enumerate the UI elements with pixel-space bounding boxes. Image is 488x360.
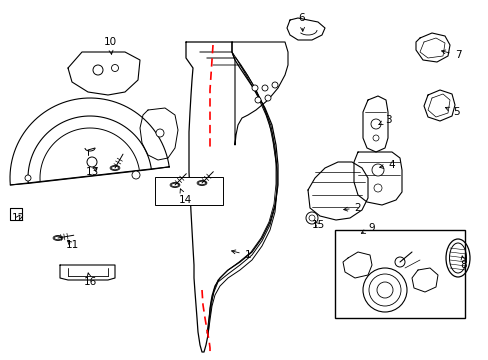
Polygon shape — [423, 90, 454, 121]
Circle shape — [132, 171, 140, 179]
Text: 13: 13 — [85, 167, 99, 177]
Text: 16: 16 — [83, 273, 97, 287]
Circle shape — [305, 212, 317, 224]
Circle shape — [376, 282, 392, 298]
Polygon shape — [185, 42, 278, 352]
Text: 14: 14 — [178, 189, 191, 205]
Circle shape — [262, 85, 267, 91]
Bar — [334, 230, 464, 318]
Text: 12: 12 — [11, 213, 24, 223]
Circle shape — [370, 119, 380, 129]
Bar — [155, 177, 223, 205]
Circle shape — [254, 97, 261, 103]
Text: 2: 2 — [343, 203, 361, 213]
Polygon shape — [415, 33, 449, 62]
Polygon shape — [353, 152, 401, 205]
Circle shape — [93, 65, 103, 75]
Polygon shape — [140, 108, 178, 160]
Circle shape — [371, 164, 383, 176]
Polygon shape — [68, 52, 140, 95]
Text: 6: 6 — [298, 13, 305, 31]
Polygon shape — [60, 265, 115, 280]
Text: 7: 7 — [441, 50, 460, 60]
Circle shape — [372, 135, 378, 141]
Text: 10: 10 — [103, 37, 116, 54]
Circle shape — [264, 95, 270, 101]
Text: 11: 11 — [65, 240, 79, 250]
Circle shape — [373, 184, 381, 192]
Polygon shape — [10, 208, 22, 220]
Polygon shape — [342, 252, 371, 278]
Polygon shape — [231, 42, 287, 145]
Circle shape — [368, 274, 400, 306]
Circle shape — [251, 85, 258, 91]
Text: 3: 3 — [378, 115, 390, 125]
Circle shape — [362, 268, 406, 312]
Polygon shape — [362, 96, 387, 152]
Polygon shape — [10, 98, 169, 185]
Text: 8: 8 — [460, 256, 467, 270]
Circle shape — [25, 175, 31, 181]
Text: 1: 1 — [231, 250, 251, 260]
Circle shape — [271, 82, 278, 88]
Circle shape — [308, 215, 314, 221]
Text: 5: 5 — [445, 107, 458, 117]
Circle shape — [394, 257, 404, 267]
Text: 15: 15 — [311, 220, 324, 230]
Polygon shape — [411, 268, 437, 292]
Polygon shape — [286, 18, 325, 40]
Circle shape — [111, 64, 118, 72]
Polygon shape — [307, 162, 367, 220]
Circle shape — [87, 157, 97, 167]
Text: 4: 4 — [379, 160, 394, 170]
Circle shape — [156, 129, 163, 137]
Text: 9: 9 — [361, 223, 375, 233]
